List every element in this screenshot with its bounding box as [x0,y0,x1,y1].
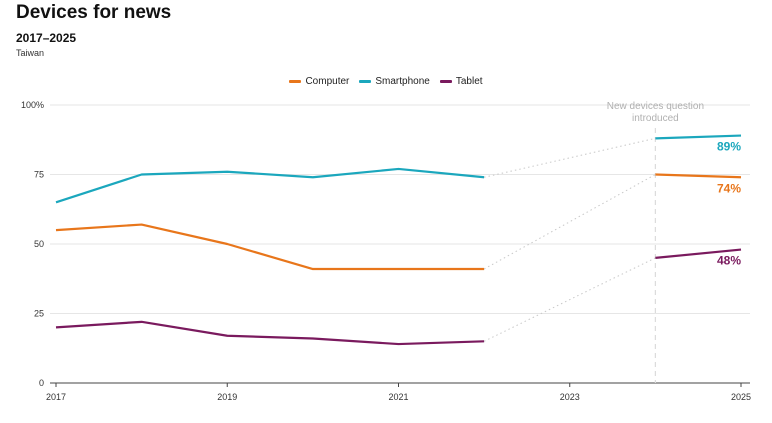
annotation-text-1: introduced [632,113,679,124]
series-line-smartphone [55,167,485,204]
end-label-tablet: 48% [717,254,741,268]
series-line-computer-new [655,173,742,179]
legend-label-smartphone: Smartphone [375,76,430,87]
legend-swatch-computer [289,80,302,83]
legend-item-computer[interactable]: Computer [289,76,349,87]
legend: Computer Smartphone Tablet [0,76,772,87]
series-connector-tablet [483,257,656,342]
y-tick-label-75: 75 [34,170,44,180]
legend-label-computer: Computer [305,76,350,87]
x-tick-label-2021: 2021 [388,392,408,402]
series-line-tablet [55,320,485,346]
y-tick-label-100: 100% [21,100,44,110]
legend-swatch-smartphone [359,80,372,83]
legend-item-smartphone[interactable]: Smartphone [359,76,430,87]
series-connector-computer [483,174,656,270]
x-tick-label-2017: 2017 [46,392,66,402]
y-tick-label-25: 25 [34,309,44,319]
x-tick-label-2023: 2023 [560,392,580,402]
y-tick-label-50: 50 [34,239,44,249]
legend-label-tablet: Tablet [455,76,483,87]
chart-title: Devices for news [16,2,172,23]
end-label-computer: 74% [717,181,741,195]
series-connector-smartphone [484,137,656,178]
legend-swatch-tablet [439,80,452,83]
x-tick-label-2019: 2019 [217,392,237,402]
chart-subtitle: 2017–2025 [16,31,77,45]
annotation-text-0: New devices question [607,101,704,112]
legend-item-tablet[interactable]: Tablet [439,76,483,87]
end-label-smartphone: 89% [717,140,741,154]
series-line-computer [55,223,485,271]
series-line-tablet-new [655,248,742,259]
y-tick-label-0: 0 [39,378,44,388]
x-tick-label-2025: 2025 [731,392,751,402]
series-line-smartphone-new [655,134,742,140]
chart-region: Taiwan [16,48,45,58]
